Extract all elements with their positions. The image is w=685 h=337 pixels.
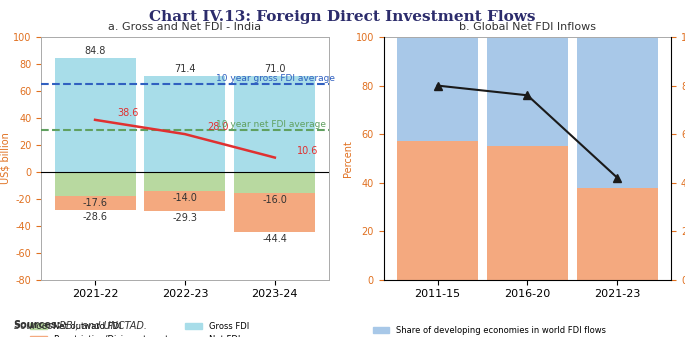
Text: 71.0: 71.0 xyxy=(264,64,286,74)
Text: 10 year gross FDI average: 10 year gross FDI average xyxy=(216,74,336,83)
Title: a. Gross and Net FDI - India: a. Gross and Net FDI - India xyxy=(108,22,262,32)
Bar xyxy=(234,193,315,232)
Y-axis label: US$ billion: US$ billion xyxy=(0,132,10,184)
Text: -29.3: -29.3 xyxy=(173,213,197,223)
Bar xyxy=(397,142,478,280)
Text: -16.0: -16.0 xyxy=(262,195,287,206)
Text: 38.6: 38.6 xyxy=(118,108,139,118)
Y-axis label: Percent: Percent xyxy=(342,140,353,177)
Title: b. Global Net FDI Inflows: b. Global Net FDI Inflows xyxy=(459,22,596,32)
Text: Sources:: Sources: xyxy=(14,320,62,330)
Bar xyxy=(487,37,568,146)
Bar xyxy=(487,146,568,280)
Legend: Share of developing economies in world FDI flows, Share of developed economies i: Share of developing economies in world F… xyxy=(369,323,609,337)
Bar xyxy=(55,58,136,172)
Bar xyxy=(145,191,225,211)
Bar xyxy=(55,172,136,195)
Text: 10.6: 10.6 xyxy=(297,146,319,156)
Legend: Net outward FDI, Repatriation/Disinvestment, Gross FDI, Net FDI: Net outward FDI, Repatriation/Disinvestm… xyxy=(27,319,252,337)
Bar xyxy=(234,76,315,172)
Text: -17.6: -17.6 xyxy=(83,197,108,208)
Bar xyxy=(397,37,478,142)
Bar xyxy=(234,172,315,193)
Bar xyxy=(55,195,136,210)
Bar xyxy=(577,187,658,280)
Text: 28.0: 28.0 xyxy=(208,122,229,132)
Text: -44.4: -44.4 xyxy=(262,234,287,244)
Text: Sources: RBI; and UNCTAD.: Sources: RBI; and UNCTAD. xyxy=(14,320,147,330)
Bar xyxy=(577,37,658,187)
Text: -28.6: -28.6 xyxy=(83,212,108,222)
Text: 84.8: 84.8 xyxy=(84,45,105,56)
Text: Chart IV.13: Foreign Direct Investment Flows: Chart IV.13: Foreign Direct Investment F… xyxy=(149,10,536,24)
Text: -14.0: -14.0 xyxy=(173,193,197,203)
Bar xyxy=(145,75,225,172)
Text: 71.4: 71.4 xyxy=(174,64,196,73)
Text: 10 year net FDI average: 10 year net FDI average xyxy=(216,120,327,129)
Bar xyxy=(145,172,225,191)
